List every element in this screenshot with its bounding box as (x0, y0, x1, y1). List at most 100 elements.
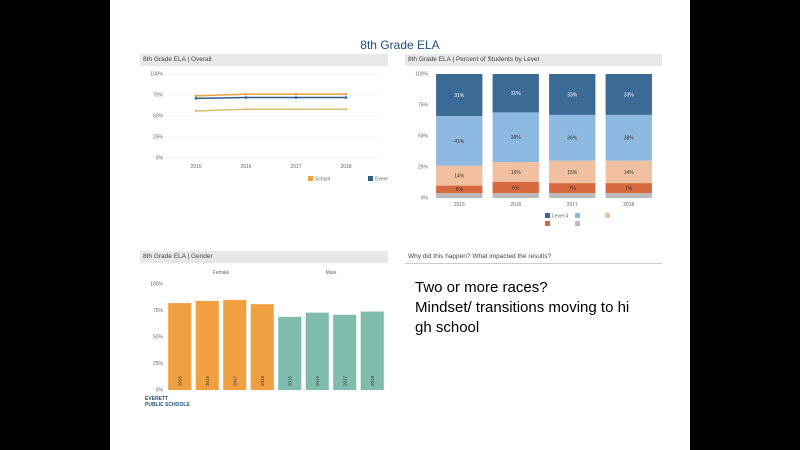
stacked-bar-segment (492, 181, 539, 194)
data-point (294, 107, 298, 111)
note-line-1: Two or more races? (415, 279, 548, 296)
everett-logo: EVERETT PUBLIC SCHOOLS (145, 396, 190, 408)
series-line (195, 96, 346, 100)
overall-panel-header: 8th Grade ELA | Overall (140, 54, 388, 66)
data-point (344, 107, 348, 111)
legend-swatch (575, 213, 580, 218)
x-tick-label: 2017 (567, 202, 578, 208)
y-tick-label: 0% (156, 388, 164, 394)
x-tick-label: 2018 (340, 164, 351, 170)
y-tick-label: 0% (156, 156, 164, 162)
y-tick-label: 75% (153, 93, 164, 99)
y-tick-label: 75% (418, 103, 429, 109)
stacked-bar-segment (605, 114, 652, 161)
data-label: 31% (454, 93, 465, 99)
bar (333, 314, 357, 390)
stacked-bar-segment (605, 193, 652, 198)
group-label: Male (326, 270, 337, 276)
data-point (244, 107, 248, 111)
stacked-bar-segment (492, 112, 539, 163)
stacked-bar-segment (549, 193, 596, 198)
data-label: 36% (567, 136, 578, 142)
legend-label: Level 4 (552, 214, 568, 220)
stacked-bar-segment (605, 160, 652, 184)
stacked-bar-segment (492, 162, 539, 182)
y-tick-label: 100% (150, 282, 163, 288)
legend-swatch (575, 221, 580, 226)
data-point (244, 96, 248, 99)
legend-swatch (545, 213, 550, 218)
data-label: 16% (511, 170, 522, 176)
levels-chart: 100% 75% 50% 25% 0% 31% 41% 14% 6% 2015 31% 38% 16% 6… (415, 72, 652, 226)
bar (195, 300, 219, 390)
y-tick-label: 25% (418, 165, 429, 171)
stacked-bar-segment (436, 74, 483, 117)
x-tick-label: 2015 (454, 202, 465, 208)
y-tick-label: 25% (153, 361, 164, 367)
bar-label: 2017 (232, 375, 237, 386)
y-tick-label: 100% (150, 72, 163, 78)
x-tick-label: 2015 (190, 164, 201, 170)
y-tick-label: 75% (153, 308, 164, 314)
legend-swatch (368, 176, 373, 181)
series-line (195, 108, 346, 112)
data-point (344, 96, 348, 99)
data-label: 14% (624, 170, 635, 176)
data-label: 33% (624, 92, 635, 98)
bar-label: 2016 (205, 375, 210, 386)
bar-label: 2015 (287, 375, 292, 386)
x-tick-label: 2018 (623, 202, 634, 208)
overall-chart: 100% 75% 50% 25% 0% 2015 2016 2017 2018 School Eve… (150, 72, 388, 183)
bar (360, 311, 384, 390)
stacked-bar-segment (549, 114, 596, 161)
data-point (194, 97, 198, 100)
y-tick-label: 25% (153, 135, 164, 141)
series-line (195, 93, 346, 97)
data-label: 31% (511, 91, 522, 97)
note-line-3: gh school (415, 319, 480, 336)
group-label: Female (213, 270, 230, 276)
page-title: 8th Grade ELA (360, 38, 440, 52)
x-tick-label: 2017 (290, 164, 301, 170)
bar-label: 2015 (177, 375, 182, 386)
data-label: 33% (567, 92, 578, 98)
bar-label: 2017 (342, 375, 347, 386)
y-tick-label: 50% (153, 114, 164, 120)
bar (168, 303, 192, 390)
data-point (344, 92, 348, 96)
stacked-bar-segment (549, 160, 596, 184)
levels-panel-header: 8th Grade ELA | Percent of Students by L… (405, 54, 662, 66)
note-line-2: Mindset/ transitions moving to hi (415, 299, 630, 316)
data-label: 41% (454, 139, 465, 145)
data-label: 15% (567, 170, 578, 176)
gender-chart: 100% 75% 50% 25% 0% Female Male 2015 2016 2017 201… (150, 270, 384, 394)
y-tick-label: 50% (418, 134, 429, 140)
stacked-bar-segment (436, 116, 483, 166)
slide: 8th Grade ELA 8th Grade ELA | Overall 10… (110, 0, 690, 450)
data-point (294, 92, 298, 96)
why-panel-header: Why did this happen? What impacted the r… (405, 251, 662, 263)
gender-panel-header: 8th Grade ELA | Gender (140, 251, 388, 263)
stacked-bar-segment (492, 193, 539, 198)
logo-line-2: PUBLIC SCHOOLS (145, 402, 190, 408)
legend-swatch (605, 213, 610, 218)
logo-line-1: EVERETT (145, 396, 169, 402)
legend-label: Everett PS (375, 177, 388, 183)
stacked-bar-segment (436, 185, 483, 194)
x-tick-label: 2016 (240, 164, 251, 170)
stacked-bar-segment (436, 165, 483, 186)
y-tick-label: 50% (153, 335, 164, 341)
data-label: 7% (625, 186, 633, 192)
bar (250, 304, 274, 390)
stacked-bar-segment (605, 74, 652, 115)
x-tick-label: 2016 (510, 202, 521, 208)
stacked-bar-segment (549, 74, 596, 115)
data-point (244, 92, 248, 96)
data-label: 38% (511, 135, 522, 141)
stacked-bar-segment (436, 193, 483, 198)
data-label: 38% (624, 136, 635, 142)
stacked-bar-segment (605, 183, 652, 194)
y-tick-label: 100% (415, 72, 428, 78)
data-label: 14% (454, 173, 465, 179)
data-point (294, 96, 298, 99)
